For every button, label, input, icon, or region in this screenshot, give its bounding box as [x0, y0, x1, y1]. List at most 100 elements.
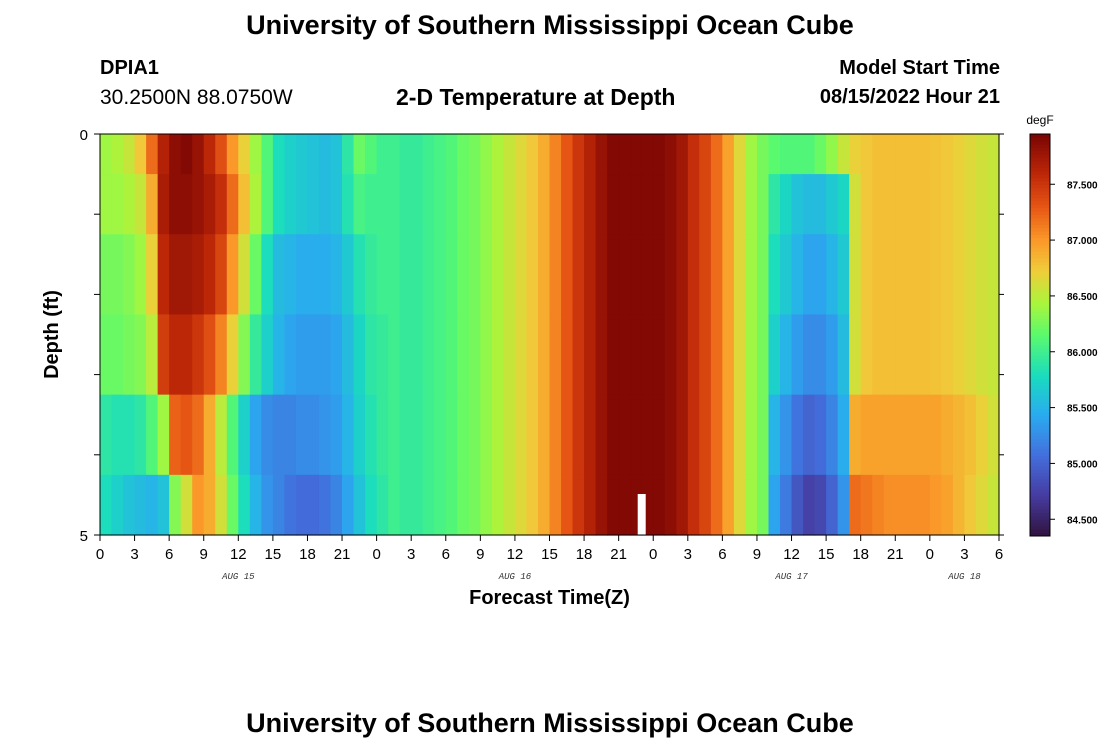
colorbar-segment — [1030, 150, 1050, 155]
heatmap-cell — [803, 234, 816, 316]
colorbar-segment — [1030, 274, 1050, 279]
heatmap-cell — [480, 474, 493, 536]
heatmap-cell — [768, 394, 781, 476]
heatmap-cell — [883, 394, 896, 476]
heatmap-cell — [768, 134, 781, 175]
colorbar-segment — [1030, 154, 1050, 158]
heatmap-cell — [537, 134, 551, 175]
colorbar-segment — [1030, 294, 1050, 299]
heatmap-cell — [664, 234, 677, 316]
heatmap-cell — [365, 174, 378, 235]
colorbar-segment — [1030, 458, 1050, 463]
heatmap-cell — [514, 174, 528, 235]
heatmap-cell — [445, 174, 458, 235]
heatmap-cell — [664, 134, 677, 175]
colorbar-segment — [1030, 418, 1050, 423]
heatmap-cell — [814, 134, 827, 175]
heatmap-cell — [791, 314, 804, 396]
heatmap-cell — [249, 314, 262, 396]
heatmap-cell — [295, 234, 309, 316]
colorbar-segment — [1030, 405, 1050, 410]
heatmap-cell — [952, 174, 966, 235]
heatmap-cell — [491, 134, 504, 175]
heatmap-cell — [664, 314, 677, 396]
heatmap-cell — [457, 174, 470, 235]
heatmap-cell — [157, 234, 170, 316]
heatmap-cell — [618, 394, 631, 476]
heatmap-cell — [929, 134, 942, 175]
x-date-label: AUG 18 — [947, 572, 981, 582]
heatmap-cell — [895, 234, 908, 316]
heatmap-cell — [330, 134, 343, 175]
colorbar-segment — [1030, 532, 1050, 537]
heatmap-cell — [468, 174, 481, 235]
y-axis-title: Depth (ft) — [41, 290, 63, 379]
heatmap-cell — [376, 314, 389, 396]
heatmap-cell — [780, 174, 793, 235]
heatmap-cell — [653, 234, 666, 316]
heatmap-cell — [745, 174, 758, 235]
heatmap-cell — [123, 314, 136, 396]
heatmap-cell — [780, 394, 793, 476]
heatmap-cell — [376, 394, 389, 476]
heatmap-cell — [503, 474, 516, 536]
heatmap-cell — [307, 394, 320, 476]
heatmap-cell — [653, 394, 666, 476]
heatmap-cell — [699, 314, 712, 396]
heatmap-cell — [238, 474, 251, 536]
heatmap-cell — [514, 134, 528, 175]
heatmap-cell — [572, 174, 585, 235]
colorbar-segment — [1030, 184, 1050, 189]
colorbar-segment — [1030, 422, 1050, 426]
colorbar-segment — [1030, 167, 1050, 172]
heatmap-cell — [849, 174, 862, 235]
colorbar-segment — [1030, 348, 1050, 353]
x-date-label: AUG 15 — [221, 572, 255, 582]
heatmap-cell — [687, 314, 700, 396]
x-tick-label: 18 — [852, 546, 869, 563]
colorbar-segment — [1030, 180, 1050, 185]
heatmap-cell — [134, 314, 147, 396]
heatmap-cell — [399, 134, 412, 175]
heatmap-cell — [100, 314, 113, 396]
heatmap-cell — [411, 394, 424, 476]
chart-axes: 0 3 6 9 12 15 18 21 0 3 6 9 12 15 18 21 0 3 6 9 12 15 18 21 0 3 6 A… — [80, 127, 1004, 582]
heatmap-cell — [100, 234, 113, 316]
heatmap-cell — [100, 394, 113, 476]
colorbar-segment — [1030, 361, 1050, 366]
heatmap-cell — [733, 314, 747, 396]
heatmap-cell — [123, 234, 136, 316]
heatmap-cell — [434, 174, 447, 235]
heatmap-cell — [434, 134, 447, 175]
current-time-marker-bar — [637, 494, 646, 535]
colorbar-segment — [1030, 281, 1050, 286]
heatmap-cell — [676, 174, 689, 235]
heatmap-cell — [618, 174, 631, 235]
heatmap-cell — [676, 474, 689, 536]
heatmap-cell — [756, 174, 770, 235]
heatmap-cell — [641, 314, 654, 396]
heatmap-cell — [445, 474, 458, 536]
heatmap-cell — [987, 314, 1000, 396]
heatmap-cell — [111, 134, 124, 175]
heatmap-cell — [941, 174, 954, 235]
heatmap-cell — [814, 234, 827, 316]
heatmap-cell — [780, 134, 793, 175]
heatmap-cell — [607, 394, 620, 476]
heatmap-cell — [722, 474, 735, 536]
heatmap-cell — [445, 314, 458, 396]
heatmap-cell — [860, 314, 873, 396]
heatmap-cell — [295, 134, 309, 175]
heatmap-cell — [664, 394, 677, 476]
heatmap-cell — [561, 474, 574, 536]
heatmap-cell — [353, 394, 366, 476]
heatmap-cell — [272, 234, 286, 316]
colorbar-segment — [1030, 174, 1050, 179]
heatmap-cell — [422, 394, 435, 476]
colorbar-segment — [1030, 375, 1050, 380]
heatmap-cell — [284, 134, 297, 175]
heatmap-cell — [561, 394, 574, 476]
heatmap-cell — [607, 234, 620, 316]
heatmap-cell — [342, 234, 355, 316]
heatmap-cell — [768, 474, 781, 536]
